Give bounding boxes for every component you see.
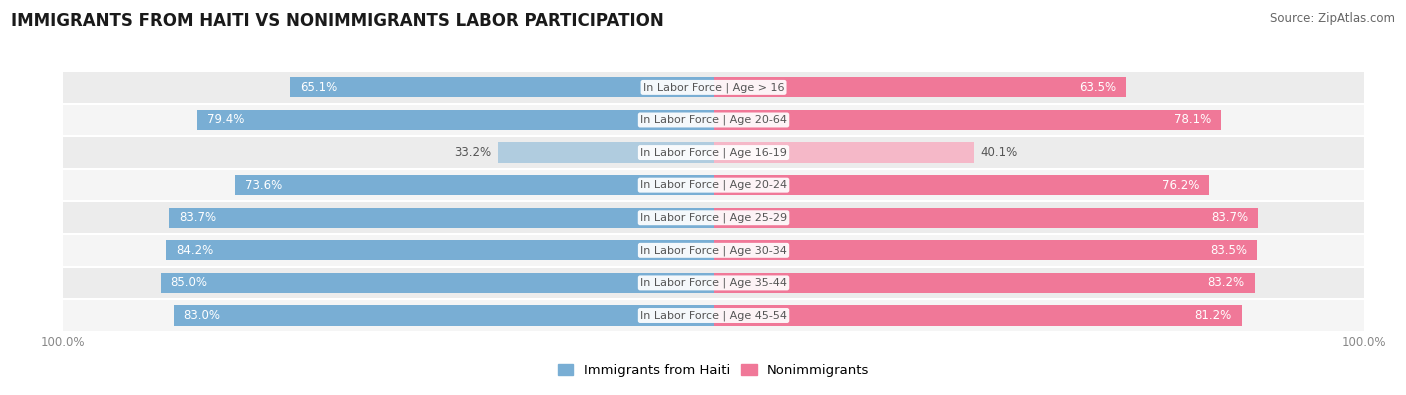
Text: 83.5%: 83.5%	[1209, 244, 1247, 257]
Text: 83.2%: 83.2%	[1208, 276, 1244, 290]
Bar	[63, 103, 1364, 136]
Bar	[713, 208, 1258, 228]
Text: 63.5%: 63.5%	[1080, 81, 1116, 94]
Text: 76.2%: 76.2%	[1161, 179, 1199, 192]
Bar	[169, 208, 713, 228]
Text: In Labor Force | Age 20-24: In Labor Force | Age 20-24	[640, 180, 787, 190]
Bar	[713, 143, 974, 163]
Text: 85.0%: 85.0%	[170, 276, 208, 290]
Text: In Labor Force | Age 16-19: In Labor Force | Age 16-19	[640, 147, 787, 158]
Bar	[235, 175, 713, 195]
Bar	[290, 77, 713, 98]
Text: 78.1%: 78.1%	[1174, 113, 1212, 126]
Text: 33.2%: 33.2%	[454, 146, 491, 159]
Text: 83.7%: 83.7%	[179, 211, 217, 224]
Text: In Labor Force | Age > 16: In Labor Force | Age > 16	[643, 82, 785, 93]
Text: In Labor Force | Age 30-34: In Labor Force | Age 30-34	[640, 245, 787, 256]
Bar	[166, 240, 713, 260]
Bar	[713, 175, 1209, 195]
Text: 84.2%: 84.2%	[176, 244, 214, 257]
Bar	[713, 110, 1222, 130]
Bar	[713, 77, 1126, 98]
Text: 73.6%: 73.6%	[245, 179, 283, 192]
Text: Source: ZipAtlas.com: Source: ZipAtlas.com	[1270, 12, 1395, 25]
Text: 83.0%: 83.0%	[184, 309, 221, 322]
Text: 65.1%: 65.1%	[299, 81, 337, 94]
Text: In Labor Force | Age 25-29: In Labor Force | Age 25-29	[640, 213, 787, 223]
Bar	[63, 299, 1364, 332]
Legend: Immigrants from Haiti, Nonimmigrants: Immigrants from Haiti, Nonimmigrants	[553, 359, 875, 382]
Text: 40.1%: 40.1%	[981, 146, 1018, 159]
Bar	[63, 267, 1364, 299]
Text: In Labor Force | Age 45-54: In Labor Force | Age 45-54	[640, 310, 787, 321]
Text: In Labor Force | Age 20-64: In Labor Force | Age 20-64	[640, 115, 787, 125]
Bar	[160, 273, 713, 293]
Text: 79.4%: 79.4%	[207, 113, 245, 126]
Text: 83.7%: 83.7%	[1211, 211, 1249, 224]
Bar	[713, 305, 1241, 325]
Bar	[63, 169, 1364, 201]
Bar	[63, 71, 1364, 103]
Bar	[197, 110, 713, 130]
Bar	[63, 136, 1364, 169]
Text: In Labor Force | Age 35-44: In Labor Force | Age 35-44	[640, 278, 787, 288]
Bar	[174, 305, 713, 325]
Text: IMMIGRANTS FROM HAITI VS NONIMMIGRANTS LABOR PARTICIPATION: IMMIGRANTS FROM HAITI VS NONIMMIGRANTS L…	[11, 12, 664, 30]
Text: 81.2%: 81.2%	[1195, 309, 1232, 322]
Bar	[713, 273, 1254, 293]
Bar	[713, 240, 1257, 260]
Bar	[63, 201, 1364, 234]
Bar	[498, 143, 713, 163]
Bar	[63, 234, 1364, 267]
